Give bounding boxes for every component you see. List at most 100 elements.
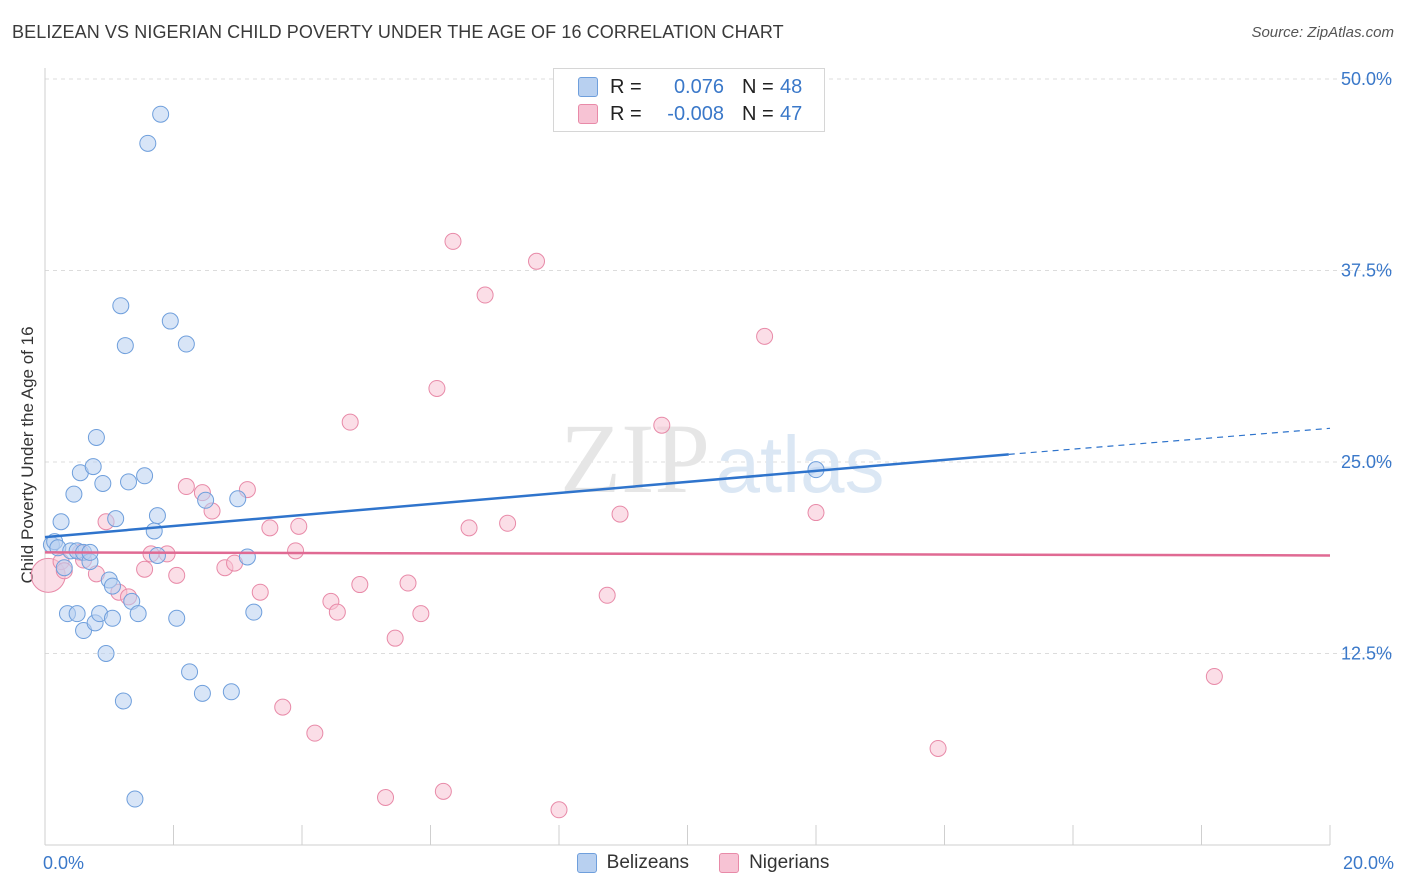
nigerians-point — [528, 252, 546, 270]
belizeans-swatch — [576, 853, 597, 873]
belizeans-point — [177, 335, 195, 353]
x-max-label: 20.0% — [1342, 853, 1394, 873]
legend-r-label: R = — [610, 102, 642, 125]
nigerians-point — [377, 789, 395, 807]
nigerians-point — [598, 586, 616, 604]
legend-n-label: N = — [742, 102, 774, 125]
belizeans-point — [238, 548, 256, 566]
belizeans-point — [120, 473, 138, 491]
nigerians-point — [287, 542, 305, 560]
belizeans-point — [52, 513, 70, 531]
belizeans-point — [136, 467, 154, 485]
x-min-label: 0.0% — [43, 853, 85, 873]
belizeans-point — [229, 490, 247, 508]
legend-label: Nigerians — [749, 852, 830, 873]
belizeans-point — [114, 692, 132, 710]
legend-r-value: 0.076 — [673, 75, 724, 98]
chart-title: BELIZEAN VS NIGERIAN CHILD POVERTY UNDER… — [12, 22, 784, 42]
nigerians-point — [399, 574, 417, 592]
belizeans-point — [148, 507, 166, 525]
source-credit: Source: ZipAtlas.com — [1251, 24, 1394, 41]
belizeans-point — [103, 577, 121, 595]
legend-n-label: N = — [742, 75, 774, 98]
nigerians-point — [807, 504, 825, 522]
nigerians-point — [351, 576, 369, 594]
belizeans-swatch — [578, 77, 598, 97]
y-tick-label: 25.0% — [1341, 452, 1392, 472]
belizeans-trend-extension — [1008, 427, 1331, 455]
nigerians-point — [428, 379, 446, 397]
belizeans-point — [116, 337, 134, 355]
belizeans-point — [84, 458, 102, 476]
belizeans-point — [126, 790, 144, 808]
correlation-legend: R = 0.076 N = 48 R = -0.008 N = 47 — [553, 68, 825, 132]
belizeans-point — [129, 605, 147, 623]
belizeans-point — [145, 522, 163, 540]
nigerians-point — [328, 603, 346, 621]
watermark-atlas: atlas — [716, 420, 885, 509]
y-tick-labels: 12.5% 25.0% 37.5% 50.0% — [1341, 69, 1392, 664]
belizeans-point — [87, 428, 105, 446]
y-tick-label: 37.5% — [1341, 261, 1392, 281]
gridlines — [45, 78, 1392, 654]
belizeans-point — [161, 312, 179, 330]
legend-n-value: 47 — [780, 102, 803, 125]
nigerians-point — [1205, 667, 1223, 685]
belizeans-trend-line — [44, 453, 1009, 539]
belizeans-point — [94, 474, 112, 492]
legend-r-value: -0.008 — [667, 102, 724, 125]
nigerians-point — [168, 566, 186, 584]
legend-row-belizeans: R = 0.076 N = 48 — [578, 75, 802, 99]
nigerians-trend-line — [44, 551, 1331, 557]
y-tick-label: 12.5% — [1341, 644, 1392, 664]
belizeans-point — [97, 645, 115, 662]
trend-lines — [44, 427, 1331, 557]
nigerians-point — [290, 517, 308, 535]
nigerians-point — [653, 416, 671, 434]
belizeans-point — [181, 663, 199, 681]
nigerians-point — [550, 801, 568, 819]
nigerians-point — [261, 519, 279, 537]
belizeans-point — [65, 485, 83, 503]
nigerians-point — [444, 232, 462, 250]
belizeans-point — [148, 546, 166, 564]
watermark: ZIP atlas — [560, 403, 884, 514]
nigerians-point — [434, 782, 452, 800]
belizeans-point — [168, 609, 186, 627]
belizeans-point — [197, 491, 215, 509]
belizeans-point — [193, 684, 211, 702]
belizeans-point — [245, 603, 263, 621]
nigerians-point — [756, 327, 774, 345]
belizeans-point — [139, 134, 157, 152]
nigerians-point — [611, 505, 629, 523]
belizeans-point — [222, 683, 240, 701]
axes — [44, 68, 1331, 846]
nigerians-point — [136, 560, 154, 578]
belizeans-point — [152, 105, 170, 123]
legend-row-nigerians: R = -0.008 N = 47 — [578, 102, 802, 126]
nigerians-point — [306, 724, 324, 742]
nigerians-point — [341, 413, 359, 431]
nigerians-swatch — [719, 853, 740, 873]
legend-r-label: R = — [610, 75, 642, 98]
nigerians-point — [412, 605, 430, 623]
belizeans-point — [107, 510, 125, 528]
nigerians-point — [499, 514, 517, 532]
nigerians-points — [30, 232, 1223, 819]
y-tick-label: 50.0% — [1341, 69, 1392, 89]
legend-item-nigerians: Nigerians — [719, 852, 829, 874]
series-legend: Belizeans Nigerians — [0, 852, 1406, 874]
nigerians-point — [251, 583, 269, 601]
legend-item-belizeans: Belizeans — [576, 852, 689, 874]
belizeans-point — [55, 559, 73, 577]
belizeans-points — [42, 105, 825, 808]
legend-n-value: 48 — [780, 75, 803, 98]
watermark-zip: ZIP — [560, 403, 710, 514]
nigerians-point — [460, 519, 478, 537]
nigerians-point — [177, 478, 195, 496]
nigerians-point — [476, 286, 494, 304]
belizeans-point — [112, 297, 130, 315]
nigerians-point — [386, 629, 404, 647]
nigerians-swatch — [578, 104, 598, 124]
